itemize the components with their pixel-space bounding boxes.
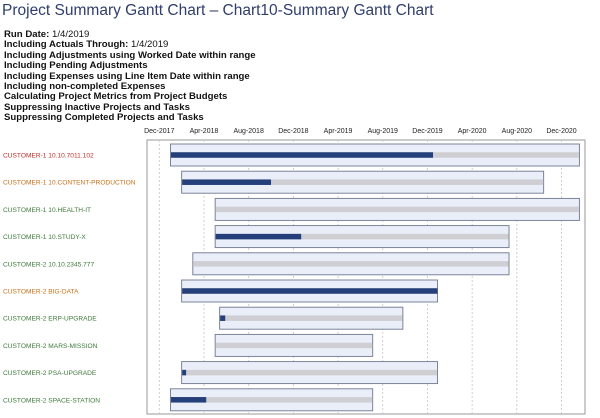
task-progress-bar (182, 288, 438, 294)
task-progress-bar (170, 397, 207, 403)
task-label: CUSTOMER-2 BIG-DATA (3, 289, 79, 296)
run-date-label: Run Date: (4, 29, 50, 40)
x-tick-label: Dec-2019 (412, 128, 442, 135)
option-pending-adjustments: Including Pending Adjustments (4, 60, 148, 72)
x-tick-label: Dec-2018 (278, 128, 308, 135)
task-track (170, 397, 373, 403)
x-tick-label: Dec-2017 (144, 128, 174, 135)
x-tick-label: Aug-2020 (502, 128, 532, 135)
task-track (215, 342, 373, 349)
page-title: Project Summary Gantt Chart – Chart10-Su… (2, 2, 434, 19)
task-track (215, 233, 509, 240)
task-progress-bar (220, 315, 226, 321)
task-track (215, 206, 579, 213)
task-track (220, 315, 403, 321)
actuals-through-value: 1/4/2019 (131, 39, 169, 51)
task-track (182, 369, 438, 376)
task-label: CUSTOMER-2 PSA-UPGRADE (3, 370, 97, 377)
option-suppress-inactive: Suppressing Inactive Projects and Tasks (4, 101, 190, 113)
gantt-chart: Dec-2017 Apr-2018 Aug-2018 Dec-2018 Apr-2019… (3, 128, 586, 415)
option-non-completed-expenses: Including non-completed Expenses (4, 81, 166, 93)
task-progress-bar (170, 152, 434, 158)
x-tick-label: Apr-2019 (324, 128, 353, 135)
task-track (193, 261, 509, 267)
actuals-through-line: Including Actuals Through: 1/4/2019 (4, 40, 256, 50)
task-label: CUSTOMER-1 10.CONTENT-PRODUCTION (3, 180, 136, 187)
task-progress-bar (182, 179, 272, 185)
option-suppress-completed: Suppressing Completed Projects and Tasks (4, 112, 204, 124)
report-metadata: Run Date: 1/4/2019 Including Actuals Thr… (4, 29, 256, 124)
task-label: CUSTOMER-2 10.10.2345.777 (3, 261, 94, 268)
task-label: CUSTOMER-1 10.10.7011.102 (3, 153, 94, 160)
x-tick-label: Aug-2019 (368, 128, 398, 135)
x-tick-label: Dec-2020 (546, 128, 576, 135)
task-label: CUSTOMER-2 ERP-UPGRADE (3, 316, 97, 323)
option-metrics-from-budgets: Calculating Project Metrics from Project… (4, 91, 228, 103)
actuals-through-label: Including Actuals Through: (4, 39, 129, 51)
run-date-value: 1/4/2019 (51, 29, 90, 40)
task-progress-bar (215, 233, 302, 240)
x-tick-label: Apr-2018 (190, 128, 219, 135)
option-expenses-line-item-date: Including Expenses using Line Item Date … (4, 70, 250, 82)
x-tick-label: Apr-2020 (458, 128, 487, 135)
task-label: CUSTOMER-2 MARS-MISSION (3, 343, 98, 350)
run-date-line: Run Date: 1/4/2019 (4, 29, 256, 40)
x-tick-label: Aug-2018 (233, 128, 263, 135)
task-track (182, 179, 544, 185)
option-adjustments-worked-date: Including Adjustments using Worked Date … (4, 49, 256, 61)
task-label: CUSTOMER-1 10.HEALTH-IT (3, 207, 91, 214)
task-progress-bar (182, 369, 187, 376)
task-label: CUSTOMER-2 SPACE-STATION (3, 397, 100, 404)
task-label: CUSTOMER-1 10.STUDY-X (3, 234, 86, 241)
